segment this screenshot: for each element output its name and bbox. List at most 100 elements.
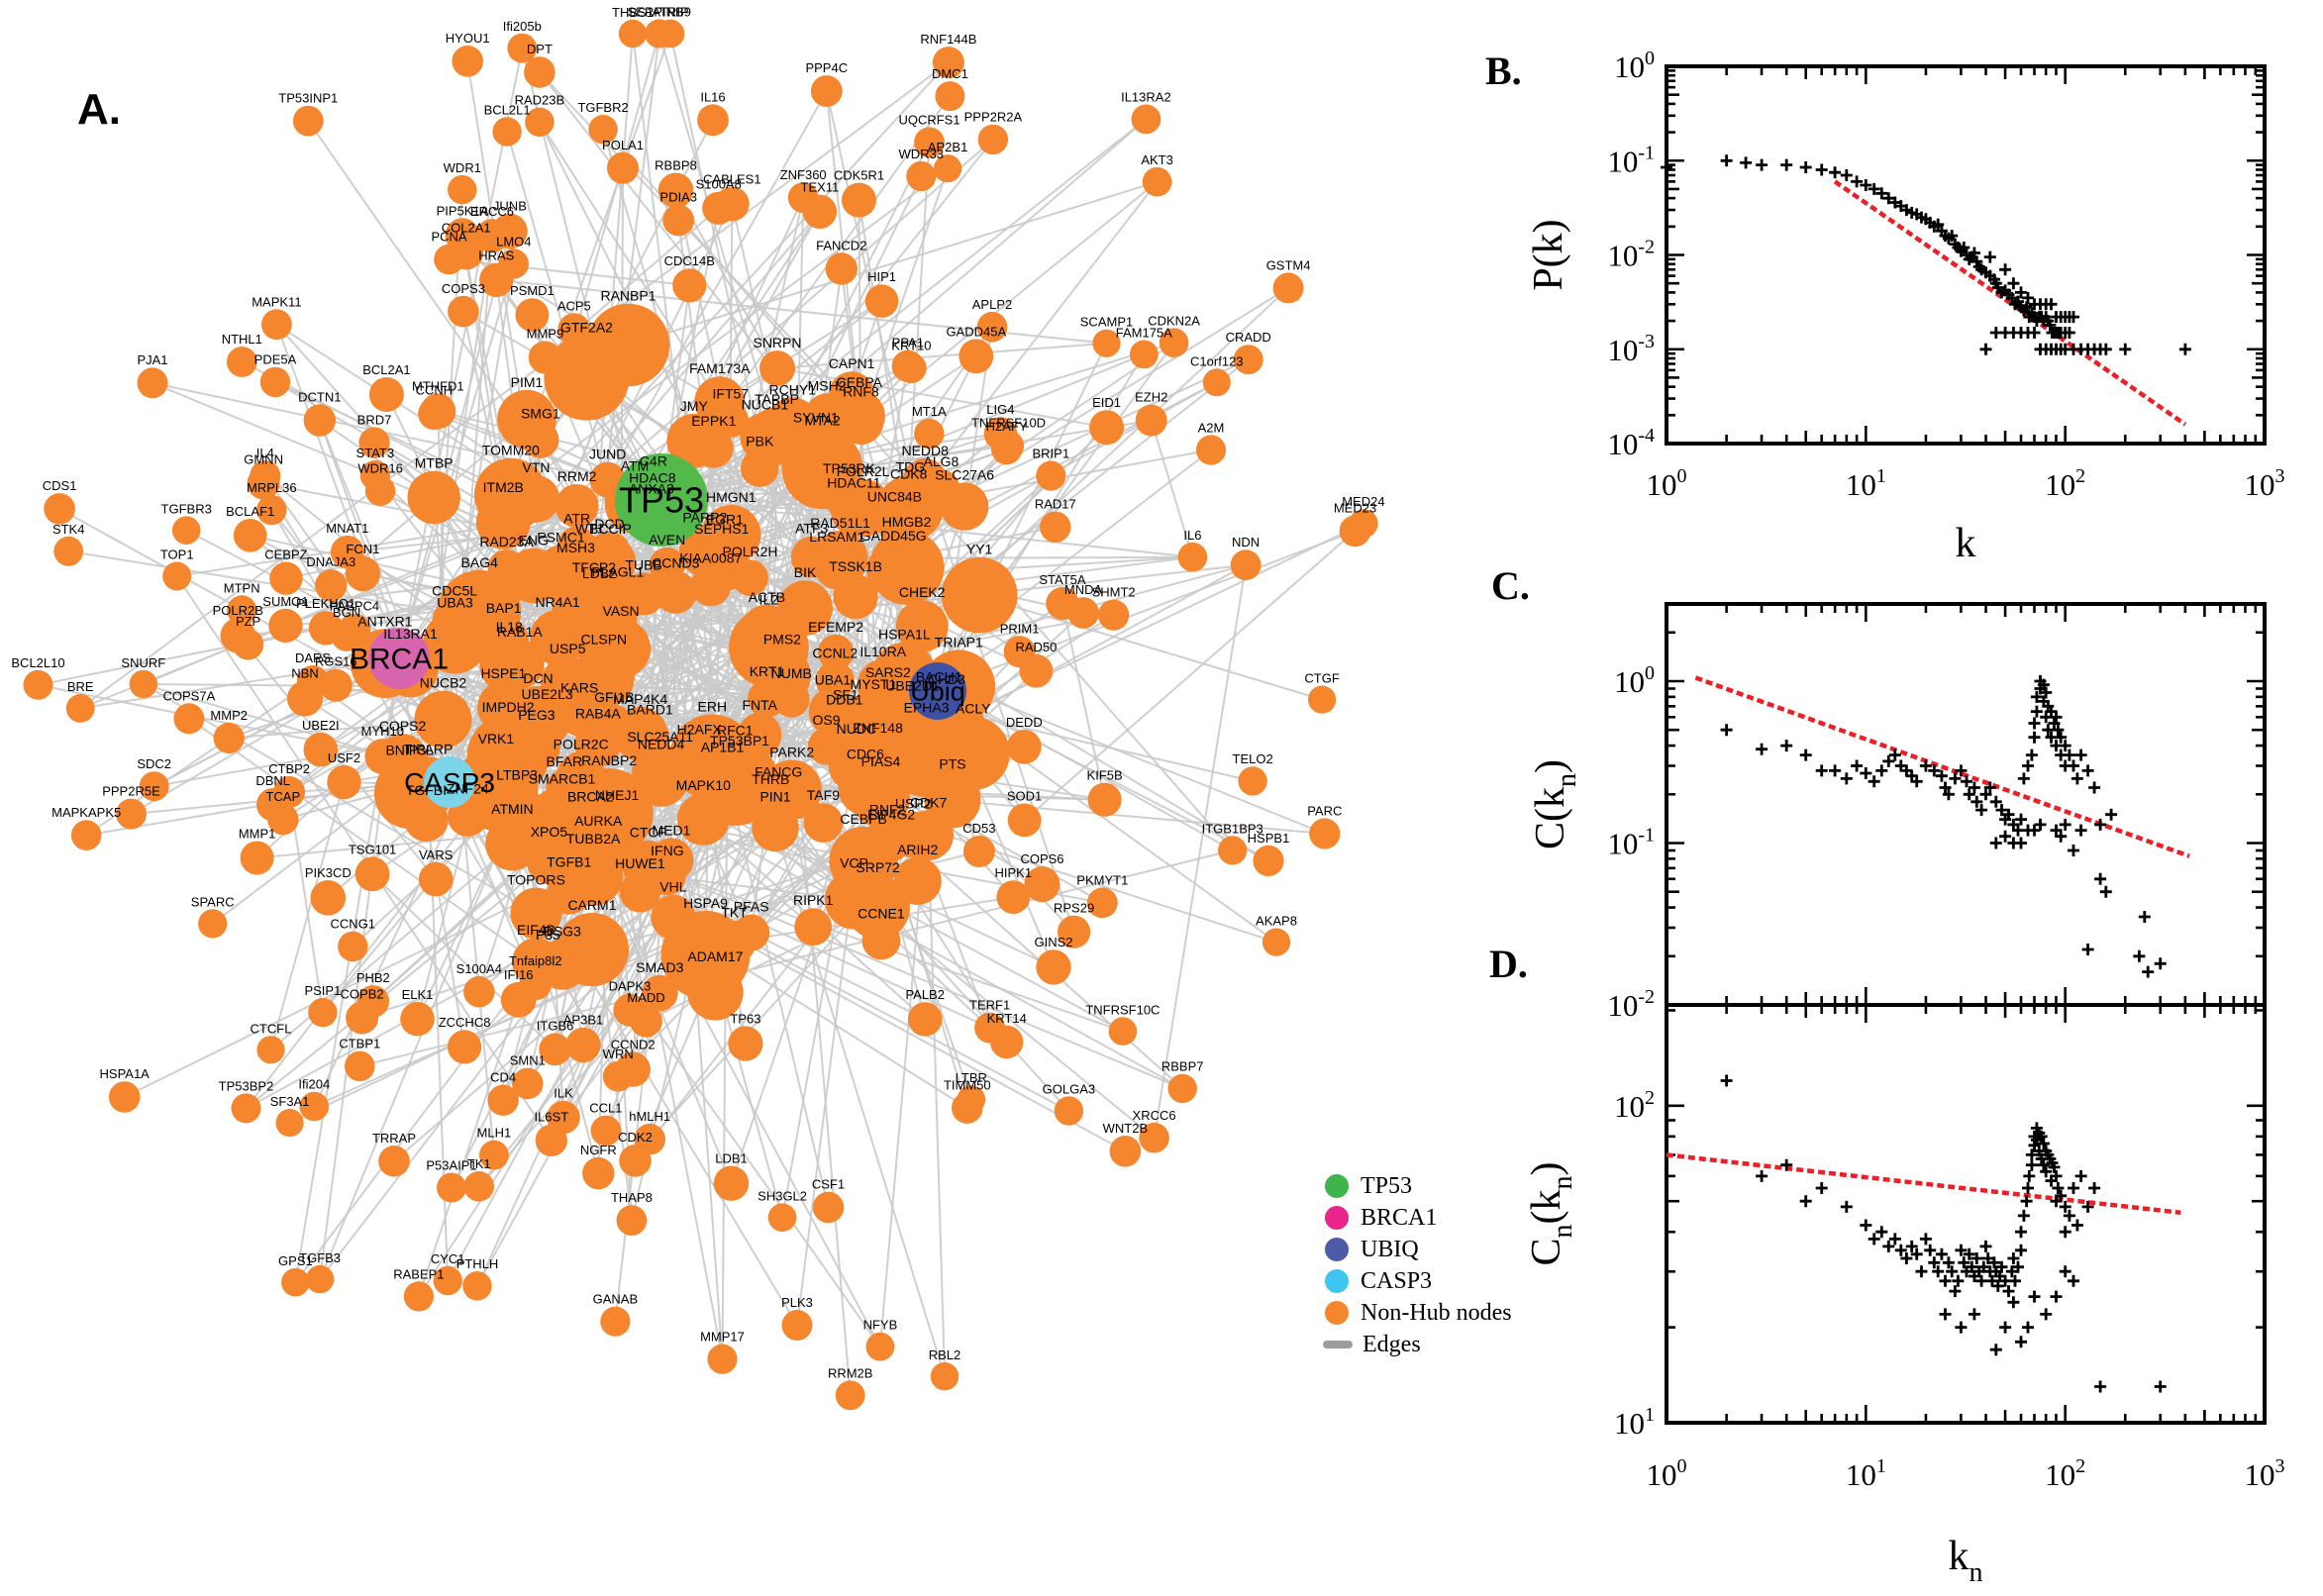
network-node bbox=[137, 367, 168, 399]
network-node-label: BGN bbox=[333, 605, 360, 620]
network-node bbox=[463, 1171, 495, 1202]
network-node-label: Ifi205b bbox=[503, 19, 542, 34]
network-node bbox=[812, 1191, 845, 1224]
network-edge bbox=[188, 717, 538, 963]
network-node bbox=[1003, 636, 1036, 668]
network-node bbox=[247, 466, 280, 500]
network-node bbox=[505, 548, 561, 604]
network-node-label: LTBR bbox=[956, 1070, 987, 1085]
network-node-label: EID1 bbox=[1092, 395, 1121, 410]
network-node-label: RGS16 bbox=[315, 654, 357, 669]
network-node-label: SCAMP1 bbox=[1080, 315, 1133, 330]
network-node-label: NGFR bbox=[580, 1143, 617, 1157]
network-node-label: ACLY bbox=[956, 701, 991, 717]
network-node-label: MSH3 bbox=[556, 540, 595, 555]
network-node bbox=[1308, 685, 1337, 714]
network-node bbox=[345, 1050, 375, 1082]
network-node-label: TELO2 bbox=[1233, 751, 1273, 766]
network-node-label: NEDD4 bbox=[638, 737, 685, 752]
network-node-label: AVEN bbox=[649, 532, 685, 548]
network-node-label: WT1 bbox=[575, 520, 605, 536]
network-node-label: PFAS bbox=[734, 899, 769, 915]
network-node bbox=[1195, 435, 1227, 465]
network-node bbox=[1139, 1122, 1169, 1153]
network-node bbox=[582, 1156, 615, 1190]
network-node-label: AP2B1 bbox=[928, 140, 967, 154]
network-node bbox=[1054, 1096, 1084, 1126]
network-node-label: RBBP8 bbox=[655, 157, 697, 172]
network-node-label: Tnfaip8l2 bbox=[509, 953, 561, 968]
network-node-label: UNC84B bbox=[867, 489, 922, 505]
network-node-label: HMGB2 bbox=[882, 514, 932, 530]
network-edge bbox=[1153, 564, 1248, 1139]
network-node bbox=[607, 151, 639, 184]
network-node bbox=[259, 366, 291, 398]
network-node-label: SNURF bbox=[121, 655, 165, 670]
network-node-label: hMLH1 bbox=[629, 1109, 670, 1124]
network-edge bbox=[237, 635, 437, 880]
network-edge bbox=[597, 856, 733, 1184]
network-node-label: CDK2 bbox=[618, 1130, 653, 1145]
network-node bbox=[871, 822, 911, 862]
network-node-label: POLA1 bbox=[602, 138, 644, 152]
network-node-label: POLR2C bbox=[554, 736, 609, 751]
network-node-label: ZNF24 bbox=[447, 780, 489, 796]
network-node-label: VCP bbox=[840, 854, 868, 870]
network-node-label: LMO4 bbox=[496, 234, 531, 249]
network-node-label: TP53RK bbox=[823, 460, 876, 476]
network-node-label: BAP1 bbox=[486, 600, 522, 616]
network-node bbox=[512, 1067, 544, 1100]
network-node bbox=[1086, 887, 1118, 919]
network-node bbox=[592, 802, 642, 851]
network-node bbox=[787, 182, 819, 214]
network-node bbox=[616, 1205, 648, 1236]
network-node-label: USP5 bbox=[550, 641, 586, 656]
network-node-label: WDR16 bbox=[357, 461, 403, 476]
network-node bbox=[551, 575, 638, 661]
network-node bbox=[23, 669, 53, 700]
network-node-label: IL13RA1 bbox=[383, 626, 438, 642]
x-tick-label: 100 bbox=[1647, 1455, 1687, 1492]
network-node-label: TIPARP bbox=[404, 741, 454, 756]
network-node-label: LDB2 bbox=[582, 565, 617, 581]
network-node-label: EIF4B bbox=[517, 922, 556, 938]
axis-ticks bbox=[1665, 1005, 2267, 1425]
network-node bbox=[1040, 511, 1071, 543]
network-node-label: BARD1 bbox=[627, 702, 673, 718]
network-node-label: THRB bbox=[752, 771, 789, 787]
network-node bbox=[275, 1109, 304, 1138]
network-node bbox=[515, 298, 550, 332]
network-node bbox=[586, 303, 670, 387]
network-node bbox=[420, 393, 456, 430]
network-node-label: DNAJA3 bbox=[306, 554, 355, 569]
network-node bbox=[807, 728, 846, 765]
network-node bbox=[941, 556, 1018, 634]
network-node-label: PMS2 bbox=[763, 631, 801, 647]
network-node-label: MMP1 bbox=[239, 827, 276, 842]
network-node bbox=[930, 1362, 960, 1391]
network-node bbox=[400, 1001, 435, 1037]
network-node-label: TGFBI bbox=[406, 782, 447, 798]
network-node-label: UBA3 bbox=[437, 595, 473, 611]
network-node-label: MTA2 bbox=[804, 413, 841, 429]
network-edge bbox=[924, 479, 1075, 933]
network-node bbox=[273, 776, 306, 808]
network-node-label: PDE5A bbox=[254, 352, 297, 367]
network-node bbox=[338, 931, 368, 962]
network-node bbox=[1167, 1073, 1197, 1104]
network-node-label: CTBP2 bbox=[268, 761, 310, 776]
network-node-label: TRRAP bbox=[372, 1131, 416, 1146]
network-node-label: HUWE1 bbox=[615, 855, 665, 871]
network-node-label: VASN bbox=[603, 603, 640, 619]
network-node bbox=[642, 974, 678, 1012]
network-edge bbox=[510, 167, 949, 496]
network-node bbox=[1131, 104, 1162, 135]
network-node bbox=[962, 836, 995, 867]
y-tick-label: 10-3 bbox=[1607, 331, 1655, 367]
network-node bbox=[600, 1306, 631, 1337]
network-node-label: PSIP1 bbox=[304, 983, 341, 998]
network-node-label: PIM1 bbox=[511, 374, 544, 390]
